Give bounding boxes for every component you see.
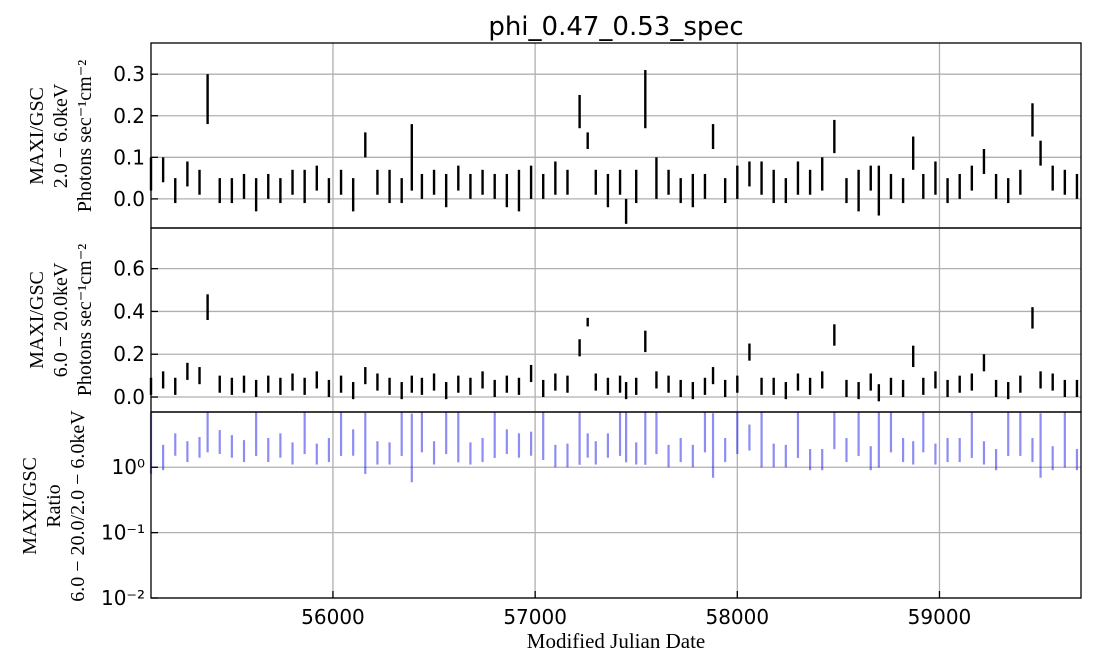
panel-ratio-ylabel-line3: 6.0 − 20.0/2.0 − 6.0keV bbox=[67, 410, 89, 602]
panel-hard-band-ylabel: MAXI/GSC 6.0 − 20.0keV Photons sec⁻¹cm⁻² bbox=[26, 244, 96, 397]
panel-soft-band-ylabel-line1: MAXI/GSC bbox=[26, 87, 48, 185]
y-tick-label: 0.6 bbox=[113, 257, 145, 281]
x-tick-label: 58000 bbox=[705, 605, 769, 629]
y-tick-label: 10⁻¹ bbox=[101, 521, 145, 545]
x-tick-label: 56000 bbox=[301, 605, 365, 629]
y-tick-label: 0.0 bbox=[113, 385, 145, 409]
panel-ratio-grid bbox=[151, 412, 1081, 599]
panel-ratio-y-ticks: 10⁰ 10⁻¹ 10⁻² bbox=[101, 455, 158, 610]
panel-ratio: 10⁰ 10⁻¹ 10⁻² 56000 57000 58000 59000 MAXI/GS… bbox=[19, 410, 1082, 629]
panel-hard-band-y-ticks: 0.6 0.4 0.2 0.0 bbox=[113, 257, 158, 409]
panel-soft-band-y-ticks: 0.3 0.2 0.1 0.0 bbox=[113, 62, 158, 211]
y-tick-label: 0.0 bbox=[113, 187, 145, 211]
panel-ratio-ylabel-line2: Ratio bbox=[43, 484, 65, 527]
chart-title: phi_0.47_0.53_spec bbox=[488, 12, 743, 42]
panel-hard-band: 0.6 0.4 0.2 0.0 MAXI/GSC 6.0 − 20.0keV Phot… bbox=[26, 227, 1082, 413]
panel-hard-band-ylabel-line1: MAXI/GSC bbox=[26, 271, 48, 369]
panel-soft-band-frame bbox=[150, 42, 1082, 229]
y-tick-label: 0.2 bbox=[113, 342, 145, 366]
panel-soft-band-ylabel-line2: 2.0 − 6.0keV bbox=[50, 83, 72, 188]
x-tick-label: 57000 bbox=[503, 605, 567, 629]
panel-ratio-ylabel: MAXI/GSC Ratio 6.0 − 20.0/2.0 − 6.0keV bbox=[19, 410, 89, 602]
panel-ratio-ylabel-line1: MAXI/GSC bbox=[19, 457, 41, 555]
panel-soft-band-errorbars bbox=[149, 70, 1079, 224]
panel-ratio-errorbars bbox=[149, 412, 1079, 483]
y-tick-label: 0.4 bbox=[113, 299, 145, 323]
panel-hard-band-frame bbox=[150, 227, 1082, 413]
panel-soft-band-ylabel-line3: Photons sec⁻¹cm⁻² bbox=[74, 60, 96, 213]
panel-soft-band: 0.3 0.2 0.1 0.0 MAXI/GSC 2.0 − 6.0keV Photo… bbox=[26, 42, 1082, 229]
panel-hard-band-ylabel-line3: Photons sec⁻¹cm⁻² bbox=[74, 244, 96, 397]
panel-ratio-frame bbox=[150, 411, 1082, 599]
y-tick-label: 0.1 bbox=[113, 145, 145, 169]
y-tick-label: 10⁻² bbox=[101, 586, 145, 610]
panel-hard-band-errorbars bbox=[149, 294, 1079, 402]
panel-hard-band-grid bbox=[151, 228, 1081, 412]
panel-soft-band-grid bbox=[151, 43, 1081, 228]
panel-soft-band-ylabel: MAXI/GSC 2.0 − 6.0keV Photons sec⁻¹cm⁻² bbox=[26, 60, 96, 213]
y-tick-label: 0.3 bbox=[113, 62, 145, 86]
x-axis-label: Modified Julian Date bbox=[527, 629, 705, 653]
y-tick-label: 0.2 bbox=[113, 104, 145, 128]
panel-hard-band-ylabel-line2: 6.0 − 20.0keV bbox=[50, 262, 72, 377]
y-tick-label: 10⁰ bbox=[112, 455, 145, 479]
x-tick-label: 59000 bbox=[908, 605, 972, 629]
x-axis-ticks: 56000 57000 58000 59000 bbox=[301, 591, 971, 629]
